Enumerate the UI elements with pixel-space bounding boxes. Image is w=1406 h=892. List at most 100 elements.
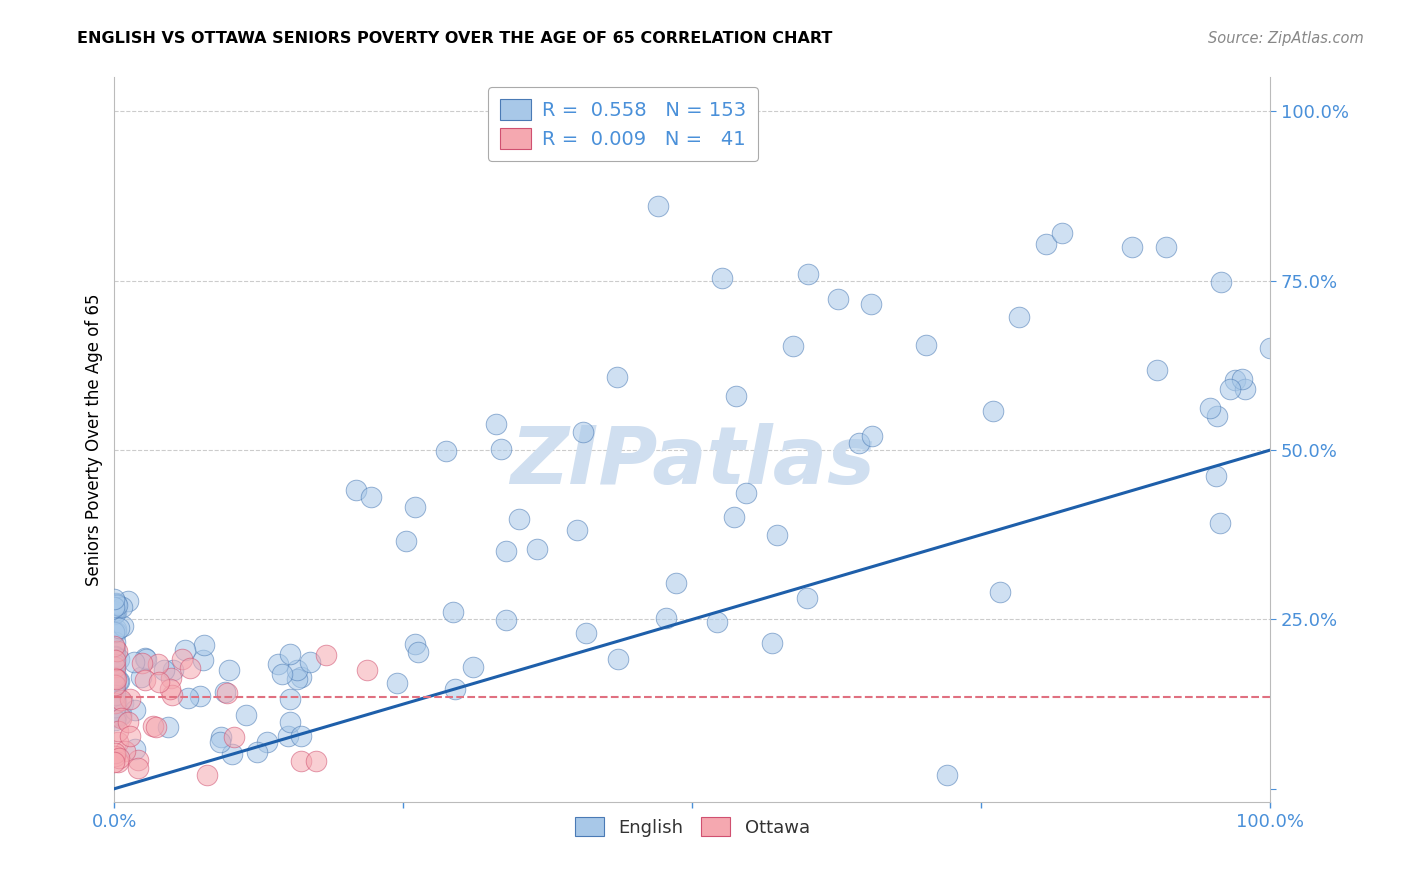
Point — [935, 768, 957, 782]
Point — [153, 663, 176, 677]
Point — [104, 665, 127, 679]
Point — [104, 622, 127, 636]
Point — [285, 672, 308, 686]
Point — [160, 671, 183, 685]
Text: ENGLISH VS OTTAWA SENIORS POVERTY OVER THE AGE OF 65 CORRELATION CHART: ENGLISH VS OTTAWA SENIORS POVERTY OVER T… — [77, 31, 832, 46]
Point — [1121, 240, 1143, 254]
Point — [218, 663, 240, 677]
Point — [981, 404, 1004, 418]
Point — [122, 655, 145, 669]
Point — [107, 673, 129, 688]
Point — [278, 647, 301, 661]
Point — [111, 619, 134, 633]
Point — [103, 678, 125, 692]
Point — [360, 490, 382, 504]
Point — [117, 715, 139, 730]
Point — [120, 729, 142, 743]
Point — [110, 706, 132, 721]
Point — [104, 699, 127, 714]
Point — [665, 575, 688, 590]
Point — [461, 660, 484, 674]
Point — [221, 747, 243, 761]
Point — [495, 613, 517, 627]
Point — [723, 510, 745, 524]
Point — [211, 730, 233, 744]
Point — [104, 697, 127, 711]
Point — [654, 611, 676, 625]
Point — [104, 635, 127, 649]
Point — [103, 640, 125, 655]
Point — [495, 544, 517, 558]
Point — [235, 708, 257, 723]
Point — [305, 755, 328, 769]
Point — [156, 721, 179, 735]
Point — [104, 624, 127, 639]
Point — [104, 669, 127, 683]
Point — [103, 698, 125, 712]
Point — [278, 691, 301, 706]
Point — [406, 645, 429, 659]
Point — [298, 655, 321, 669]
Point — [103, 646, 125, 660]
Point — [103, 706, 125, 721]
Point — [111, 696, 134, 710]
Point — [1052, 226, 1074, 240]
Point — [103, 658, 125, 673]
Point — [104, 714, 127, 728]
Point — [797, 267, 820, 281]
Point — [104, 684, 127, 698]
Point — [103, 599, 125, 614]
Point — [647, 199, 669, 213]
Point — [214, 685, 236, 699]
Point — [104, 645, 127, 659]
Point — [1035, 236, 1057, 251]
Point — [104, 649, 127, 664]
Point — [1209, 275, 1232, 289]
Point — [103, 592, 125, 607]
Point — [103, 670, 125, 684]
Point — [104, 707, 127, 722]
Point — [988, 584, 1011, 599]
Point — [208, 735, 231, 749]
Point — [277, 729, 299, 743]
Point — [103, 660, 125, 674]
Point — [765, 527, 787, 541]
Point — [606, 370, 628, 384]
Point — [159, 681, 181, 696]
Point — [107, 723, 129, 738]
Point — [177, 690, 200, 705]
Point — [485, 417, 508, 431]
Point — [1008, 310, 1031, 324]
Point — [172, 652, 194, 666]
Point — [290, 729, 312, 743]
Point — [1146, 363, 1168, 377]
Text: Source: ZipAtlas.com: Source: ZipAtlas.com — [1208, 31, 1364, 46]
Point — [110, 708, 132, 723]
Point — [145, 720, 167, 734]
Point — [1156, 240, 1178, 254]
Point — [103, 701, 125, 715]
Point — [915, 338, 938, 352]
Y-axis label: Seniors Poverty Over the Age of 65: Seniors Poverty Over the Age of 65 — [86, 293, 103, 586]
Point — [385, 676, 408, 690]
Point — [148, 675, 170, 690]
Point — [104, 606, 127, 620]
Point — [111, 600, 134, 615]
Point — [827, 292, 849, 306]
Point — [222, 731, 245, 745]
Point — [267, 657, 290, 671]
Point — [195, 768, 218, 782]
Point — [107, 599, 129, 613]
Point — [104, 699, 127, 714]
Point — [108, 621, 131, 635]
Point — [215, 686, 238, 700]
Point — [782, 339, 804, 353]
Point — [124, 742, 146, 756]
Point — [356, 663, 378, 677]
Point — [796, 591, 818, 605]
Point — [103, 694, 125, 708]
Point — [135, 652, 157, 666]
Point — [725, 389, 748, 403]
Point — [103, 755, 125, 769]
Point — [104, 703, 127, 717]
